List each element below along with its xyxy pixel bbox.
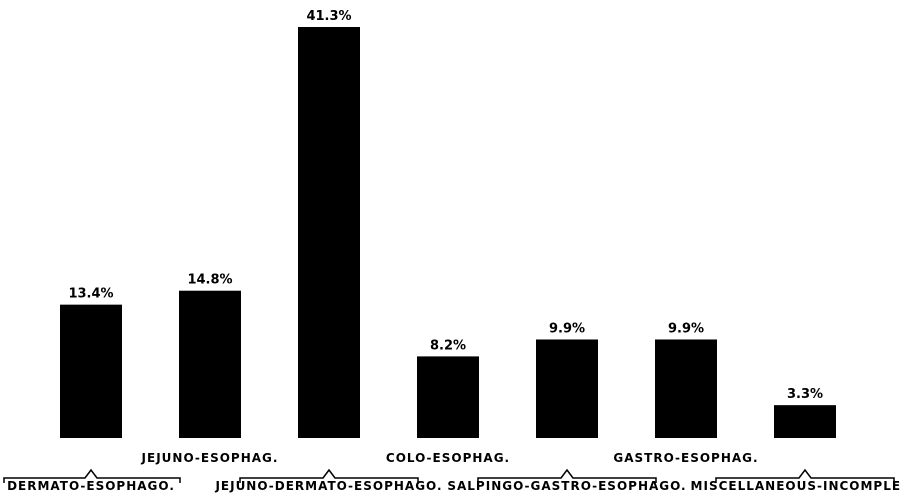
category-label-5: SALPINGO-GASTRO-ESOPHAGO. [447, 479, 686, 493]
category-label-3: JEJUNO-DERMATO-ESOPHAGO. [214, 479, 442, 493]
category-brace-3 [239, 468, 419, 483]
bar-7 [774, 405, 836, 438]
bar-1 [60, 304, 122, 438]
category-braces-group [3, 468, 895, 483]
bar-6 [655, 339, 717, 438]
bar-3 [298, 27, 360, 438]
value-label-2: 14.8% [187, 273, 232, 288]
value-label-6: 9.9% [668, 321, 704, 336]
category-label-7: MISCELLANEOUS-INCOMPLETE [691, 479, 901, 493]
category-brace-7 [715, 468, 895, 483]
category-labels-group: DERMATO-ESOPHAGO. JEJUNO-ESOPHAG. JEJUNO-D… [7, 451, 901, 493]
bars-group [60, 27, 836, 438]
bar-4 [417, 356, 479, 438]
category-label-1: DERMATO-ESOPHAGO. [7, 479, 175, 493]
value-label-4: 8.2% [430, 338, 466, 353]
category-label-6: GASTRO-ESOPHAG. [613, 451, 758, 465]
category-label-2: JEJUNO-ESOPHAG. [141, 451, 279, 465]
bar-5 [536, 339, 598, 438]
value-labels-group: 13.4% 14.8% 41.3% 8.2% 9.9% 9.9% 3.3% [68, 9, 823, 402]
category-brace-1 [3, 468, 181, 483]
value-label-3: 41.3% [306, 9, 351, 24]
category-brace-5 [477, 468, 657, 483]
category-label-4: COLO-ESOPHAG. [386, 451, 510, 465]
bar-2 [179, 290, 241, 438]
value-label-1: 13.4% [68, 287, 113, 302]
value-label-5: 9.9% [549, 321, 585, 336]
value-label-7: 3.3% [787, 387, 823, 402]
